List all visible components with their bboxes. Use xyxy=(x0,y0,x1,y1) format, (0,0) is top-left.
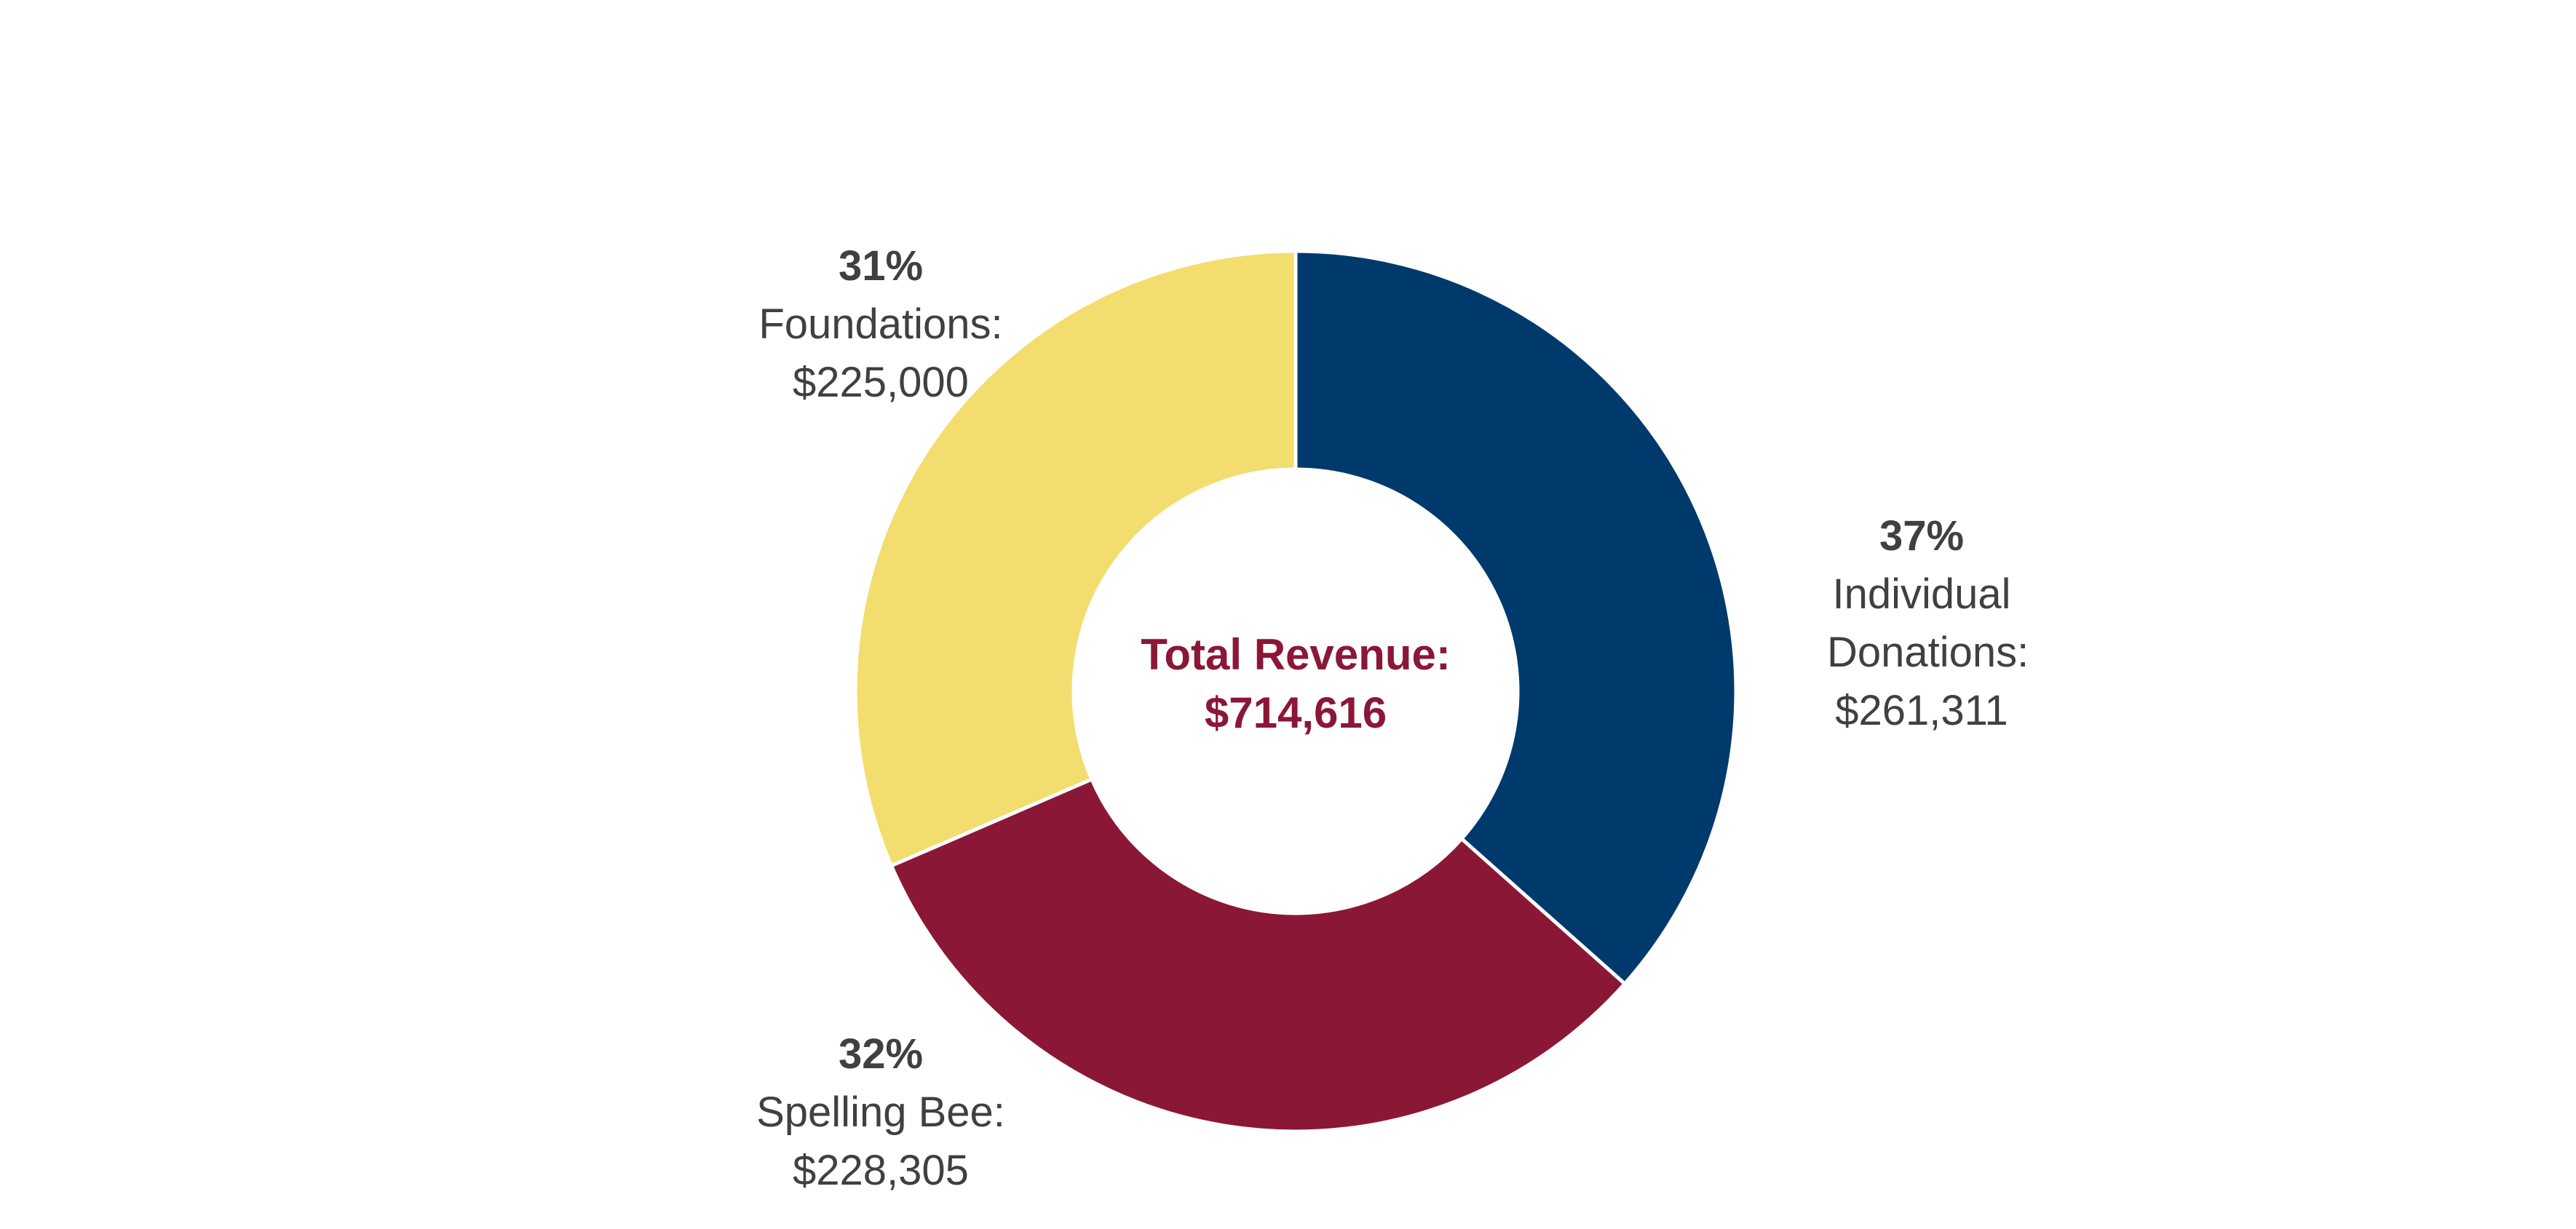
donut-slice-foundations xyxy=(853,249,1298,869)
donut-slice-individual-donations xyxy=(1293,249,1738,987)
slice-amount: $225,000 xyxy=(793,359,969,406)
slice-name: Foundations: xyxy=(758,301,1003,348)
slice-name: Spelling Bee: xyxy=(756,1089,1005,1136)
slice-amount: $261,311 xyxy=(1835,687,2008,734)
center-total-title: Total Revenue: xyxy=(1141,630,1451,679)
center-total-label: Total Revenue: $714,616 xyxy=(1099,626,1492,742)
slice-amount: $228,305 xyxy=(793,1147,969,1194)
slice-percent: 31% xyxy=(838,242,924,290)
slice-percent: 32% xyxy=(838,1030,924,1078)
slice-label-foundations: 31% Foundations: $225,000 xyxy=(721,237,1041,412)
slice-label-spelling-bee: 32% Spelling Bee: $228,305 xyxy=(721,1025,1041,1200)
slice-percent: 37% xyxy=(1879,512,1965,560)
donut-slice-spelling-bee xyxy=(889,776,1628,1134)
slice-label-individual-donations: 37% Individual Donations: $261,311 xyxy=(1769,507,2074,740)
center-total-value: $714,616 xyxy=(1204,688,1387,737)
slice-name: Individual Donations: xyxy=(1827,570,2029,676)
